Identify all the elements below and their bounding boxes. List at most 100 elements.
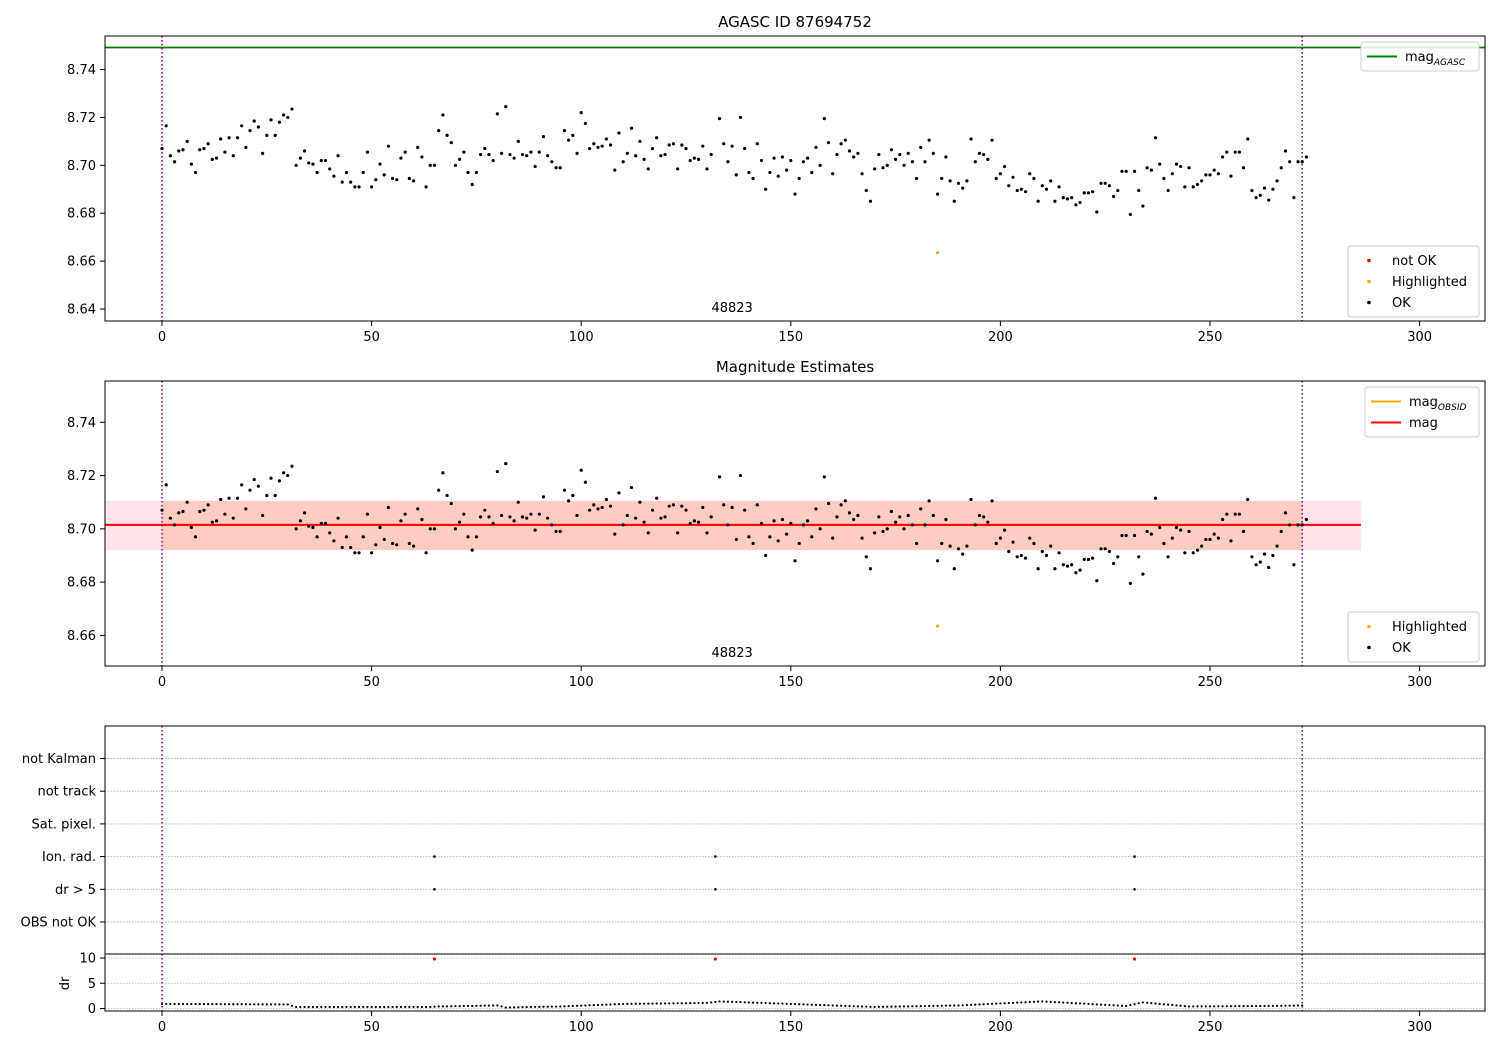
point-ok: [868, 199, 873, 203]
point-ok: [1254, 563, 1258, 567]
panel-magnitude-xtick-label: 150: [778, 675, 803, 690]
dr-point: [487, 1004, 491, 1007]
dr-point: [827, 1004, 830, 1007]
point-ok: [839, 142, 843, 146]
dr-point: [299, 1005, 302, 1009]
dr-point: [202, 1003, 206, 1006]
dr-point: [592, 1004, 595, 1007]
point-ok: [1304, 517, 1309, 522]
point-ok: [1095, 210, 1099, 214]
point-ok: [168, 154, 172, 158]
point-ok: [919, 145, 923, 149]
point-highlighted: [936, 251, 940, 255]
point-ok: [755, 142, 759, 146]
dr-point: [781, 1002, 784, 1005]
dr-point: [1217, 1005, 1220, 1008]
dr-point: [181, 1002, 185, 1006]
dr-point: [1016, 1001, 1019, 1004]
point-ok: [1002, 164, 1007, 169]
point-ok: [261, 513, 265, 518]
point-ok: [755, 503, 759, 507]
point-ok: [935, 192, 940, 196]
dr-point: [668, 1002, 671, 1005]
point-ok: [625, 151, 629, 155]
point-ok: [650, 146, 655, 151]
point-ok: [168, 516, 172, 520]
legend-status-entry-label: OK: [1392, 641, 1411, 656]
point-ok: [407, 176, 411, 181]
point-ok: [487, 152, 491, 157]
dr-point: [1070, 1001, 1073, 1005]
point-ok: [1283, 511, 1288, 515]
dr-point: [525, 1005, 528, 1009]
dr-point: [236, 1003, 239, 1006]
point-ok: [1229, 174, 1233, 178]
point-ok: [738, 115, 743, 120]
dr-point: [999, 1002, 1002, 1005]
point-ok: [994, 541, 998, 546]
dr-point: [508, 1006, 512, 1009]
point-ok: [596, 507, 600, 511]
point-ok: [692, 519, 696, 523]
point-ok: [902, 527, 906, 531]
point-ok: [1179, 164, 1183, 169]
point-ok: [554, 166, 558, 170]
point-ok: [1019, 187, 1023, 191]
dr-point: [1116, 1004, 1119, 1007]
point-ok: [768, 170, 772, 175]
dr-point: [307, 1005, 310, 1009]
dr-point: [290, 1004, 294, 1007]
panel-flags: not Kalman not track Sat. pixel. Ion. rad. d…: [21, 725, 1486, 1035]
panel-agasc-title: AGASC ID 87694752: [718, 13, 872, 31]
dr-point: [1024, 1001, 1027, 1004]
point-ok: [227, 496, 231, 500]
flag-label: dr > 5: [55, 883, 96, 898]
legend-status-dot-swatch: [1367, 645, 1371, 650]
dr-point: [806, 1003, 809, 1006]
point-ok: [273, 133, 277, 137]
point-ok: [281, 471, 286, 475]
dr-point: [198, 1002, 201, 1006]
point-ok: [998, 172, 1003, 176]
point-ok: [864, 188, 868, 193]
flag-label: OBS not OK: [21, 916, 97, 931]
point-ok: [508, 152, 512, 157]
point-ok: [244, 507, 248, 511]
point-ok: [269, 476, 273, 480]
point-ok: [671, 142, 676, 146]
point-ok: [919, 507, 923, 511]
dr-point: [194, 1002, 197, 1006]
dr-point: [1129, 1003, 1132, 1007]
dr-outlier-point: [432, 957, 437, 961]
point-ok: [659, 154, 663, 158]
legend-status-box: [1347, 245, 1480, 318]
point-ok: [1279, 166, 1283, 170]
point-ok: [759, 158, 764, 163]
flag-label: Ion. rad.: [42, 850, 96, 865]
dr-point: [1074, 1002, 1077, 1005]
point-ok: [172, 160, 177, 164]
panel-agasc-ytick-label: 8.64: [67, 303, 96, 318]
point-ok: [483, 146, 487, 151]
point-ok: [646, 167, 650, 171]
point-ok: [868, 567, 873, 571]
point-ok: [1246, 497, 1250, 502]
dr-point: [433, 1005, 436, 1008]
point-ok: [1216, 536, 1220, 540]
point-ok: [302, 149, 307, 153]
point-ok: [818, 163, 822, 167]
point-ok: [512, 519, 516, 523]
point-highlighted: [936, 624, 940, 628]
point-ok: [307, 524, 311, 528]
point-ok: [1233, 512, 1237, 516]
point-ok: [881, 166, 885, 170]
obsid-annotation: 48823: [711, 646, 752, 661]
dr-point: [211, 1003, 214, 1006]
panel-agasc-xtick-label: 0: [158, 330, 166, 345]
point-ok: [629, 126, 634, 130]
dr-point: [383, 1005, 386, 1009]
dr-point: [538, 1005, 541, 1008]
point-ok: [1078, 568, 1082, 572]
dr-point: [311, 1005, 315, 1009]
point-ok: [676, 531, 680, 535]
